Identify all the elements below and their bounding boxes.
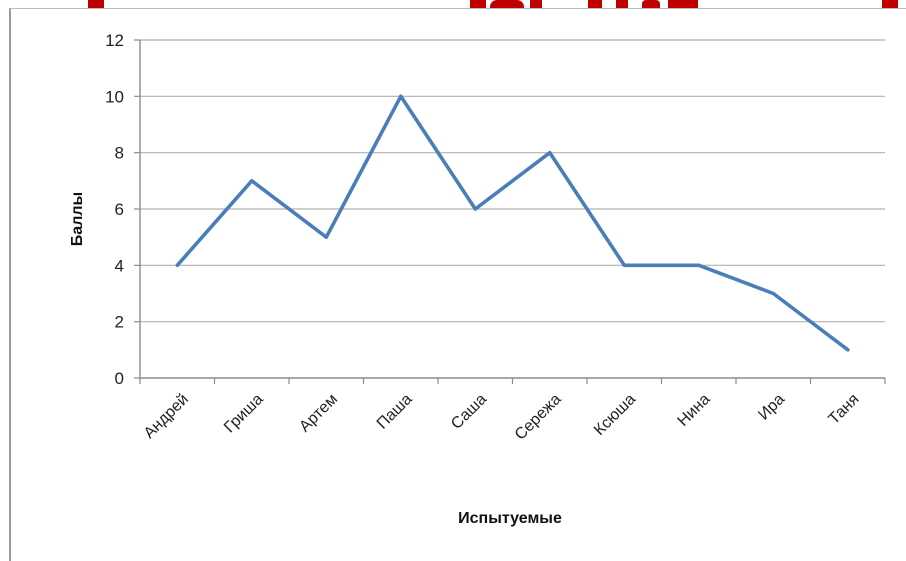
gridlines	[140, 39, 885, 323]
x-tick-label: Сережа	[512, 391, 565, 444]
y-tick-labels: 0 2 4 6 8 10 12	[105, 31, 124, 388]
y-tick-label: 6	[115, 200, 124, 219]
title-fragment-mark	[588, 0, 602, 8]
x-tick-label: Артем	[296, 391, 341, 436]
x-tick-label: Таня	[825, 391, 862, 428]
x-axis-label: Испытуемые	[458, 510, 562, 527]
y-tick-label: 0	[115, 369, 124, 388]
series	[175, 94, 850, 352]
y-tick-label: 12	[105, 31, 124, 50]
series-line	[175, 94, 850, 352]
x-tick-labels: Андрей Гриша Артем Паша Саша Сережа Ксюша Нина И…	[141, 391, 863, 444]
x-tick-label: Саша	[448, 391, 490, 433]
y-tick-label: 4	[115, 256, 124, 275]
y-tick-label: 8	[115, 144, 124, 163]
x-tick-label: Ксюша	[591, 391, 639, 439]
x-tick-label: Гриша	[221, 391, 267, 437]
x-tick-label: Андрей	[141, 391, 192, 442]
chart-frame	[9, 8, 906, 561]
title-fragment-mark	[530, 0, 542, 11]
title-fragment-mark	[88, 0, 104, 8]
y-tick-label: 10	[105, 87, 124, 106]
title-fragment-mark	[882, 0, 898, 11]
x-tick-label: Ира	[755, 391, 788, 424]
y-axis-label: Баллы	[69, 191, 86, 247]
x-tick-label: Нина	[675, 391, 714, 430]
axes	[134, 39, 886, 384]
x-tick-label: Паша	[374, 391, 416, 433]
title-fragment-mark	[668, 0, 698, 11]
title-fragment-mark	[470, 0, 486, 10]
y-tick-label: 2	[115, 313, 124, 332]
